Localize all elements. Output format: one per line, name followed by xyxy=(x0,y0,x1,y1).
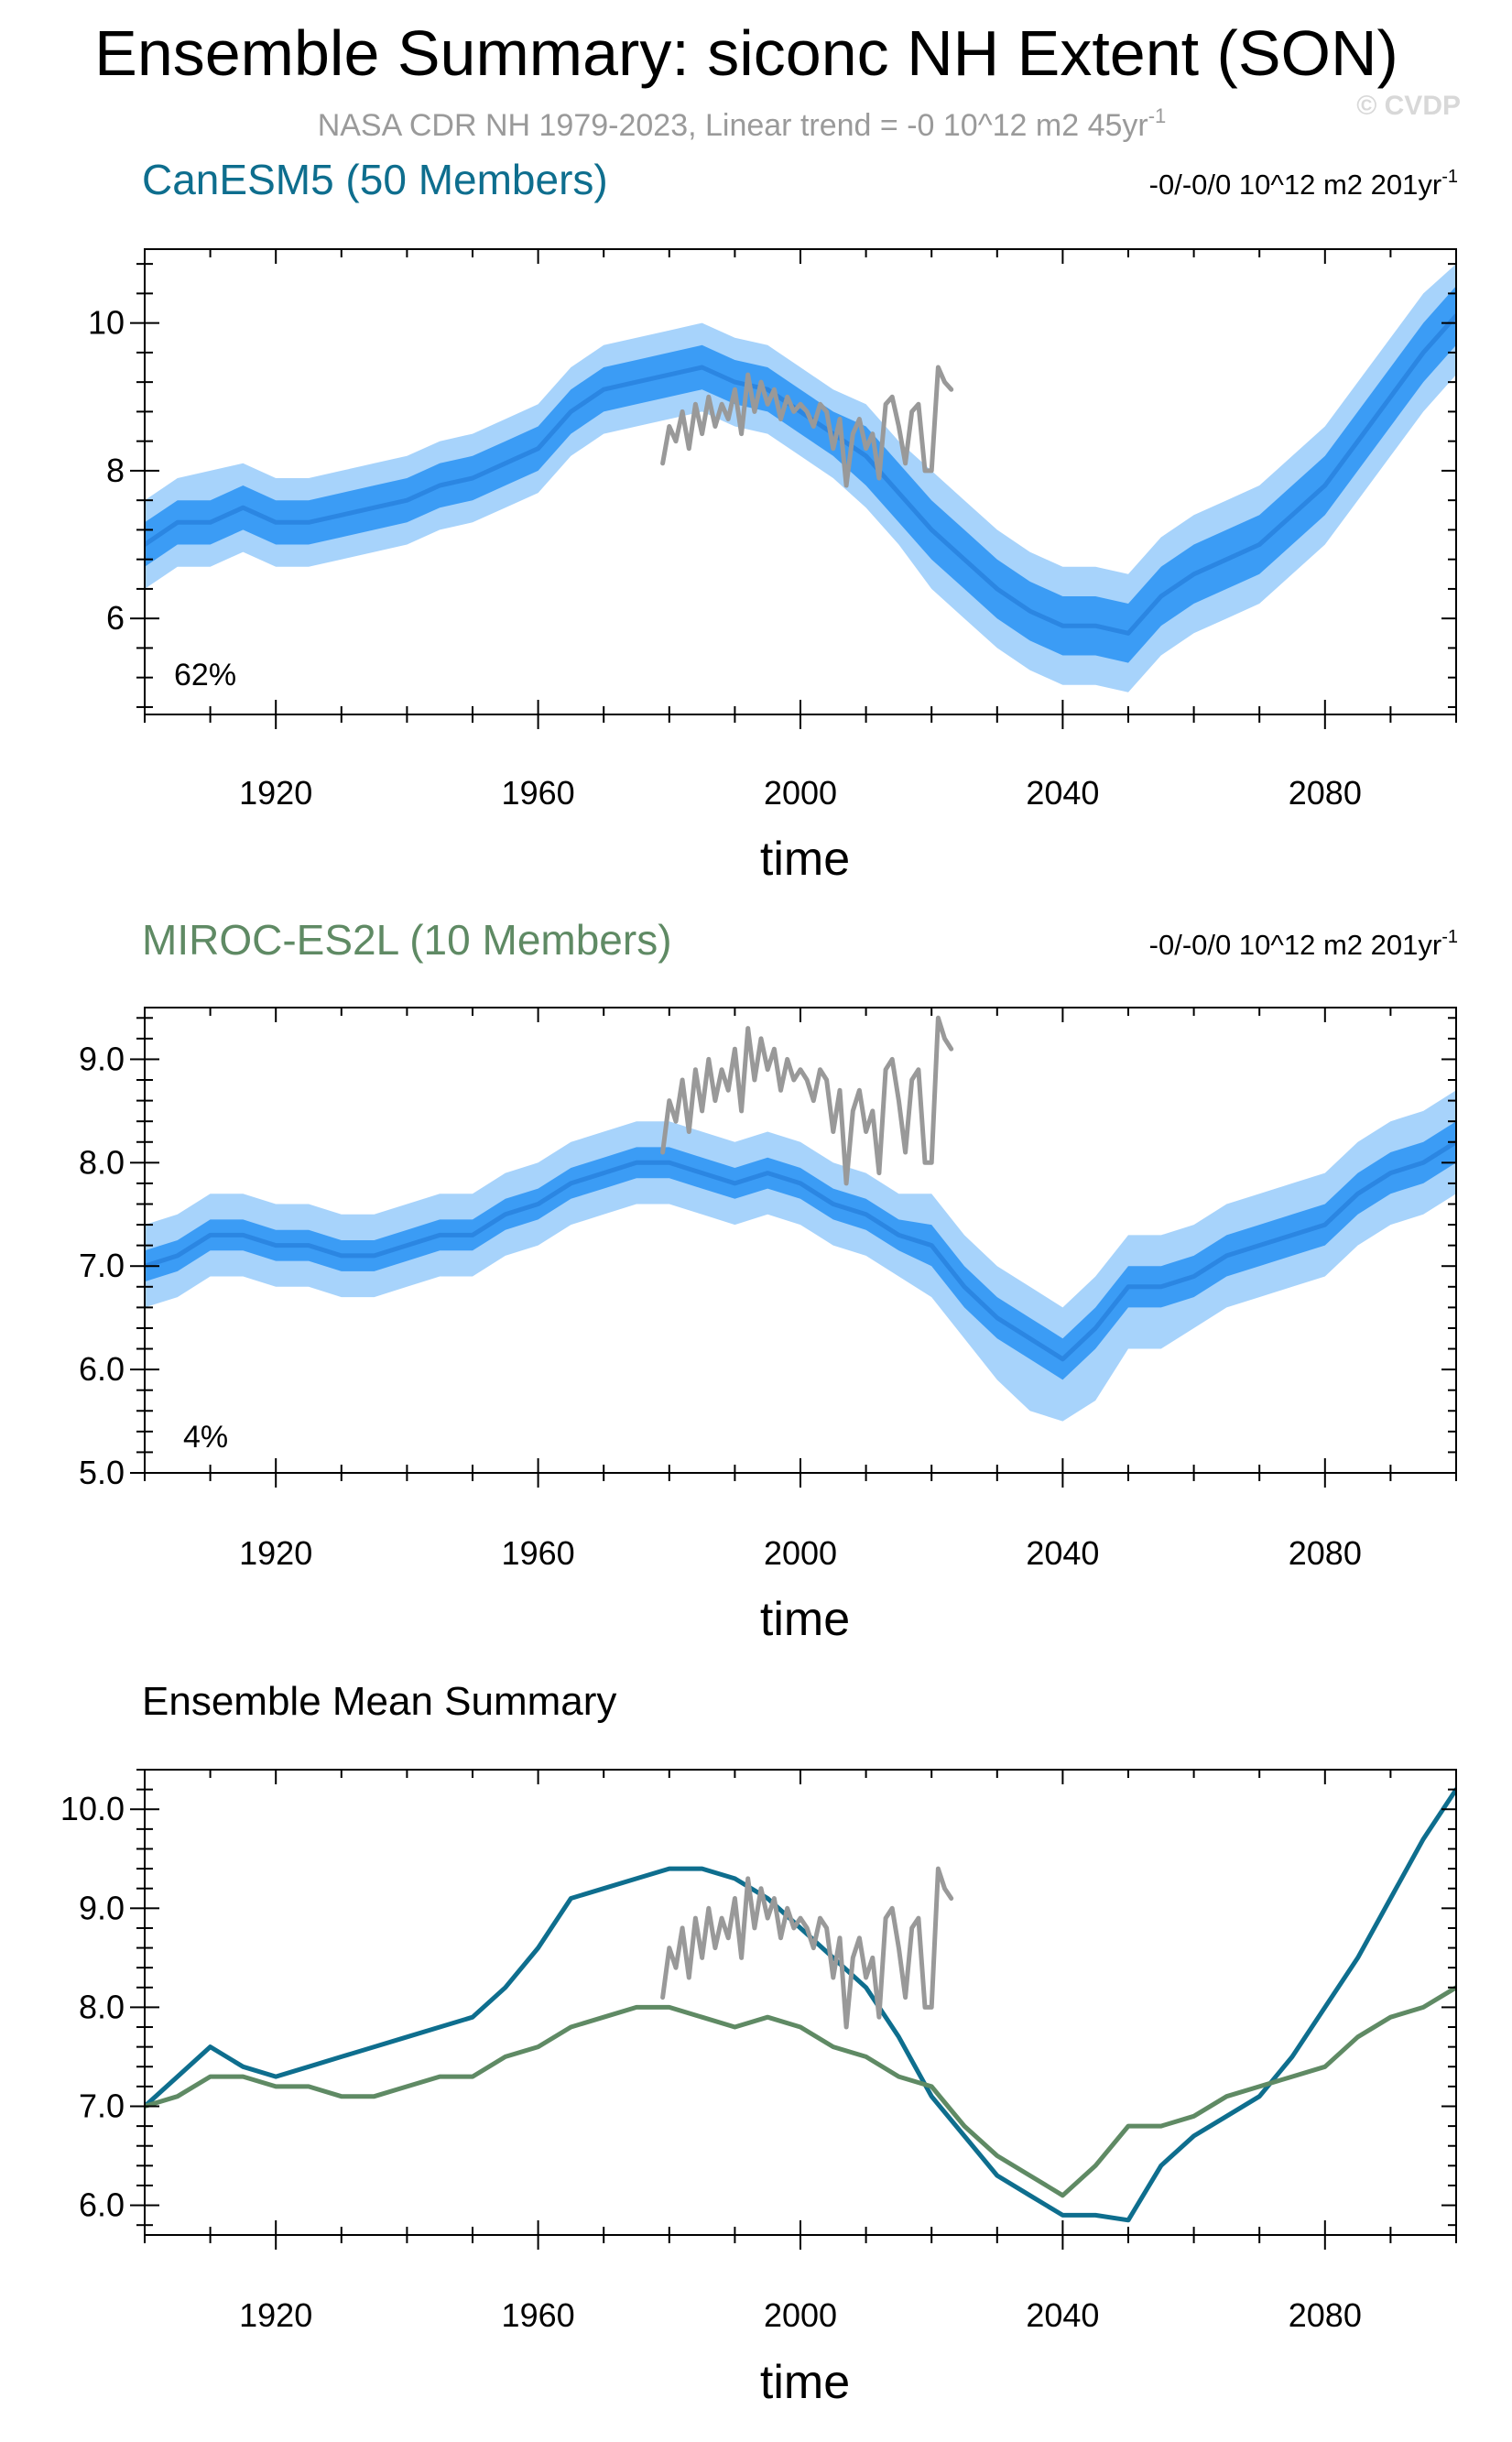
spread-band-outer xyxy=(145,264,1456,692)
x-tick-label: 1960 xyxy=(502,774,575,812)
chart-panel-1: CanESM5 (50 Members) -0/-0/0 10^12 m2 201… xyxy=(88,156,1458,886)
spread-band-outer xyxy=(145,1090,1456,1422)
panel-trend-text: -0/-0/0 10^12 m2 201yr-1 xyxy=(1149,927,1458,961)
x-tick-label: 2040 xyxy=(1026,1534,1099,1572)
plot-area xyxy=(145,1015,1456,1422)
y-tick-label: 8.0 xyxy=(79,1988,125,2025)
x-axis-label: time xyxy=(760,1593,850,1646)
watermark: © CVDP xyxy=(1356,91,1461,121)
y-tick-label: 7.0 xyxy=(79,1247,125,1284)
miroc-mean-line xyxy=(145,1985,1456,2198)
y-tick-label: 8.0 xyxy=(79,1143,125,1181)
panel-title: CanESM5 (50 Members) xyxy=(142,156,608,203)
x-tick-label: 2000 xyxy=(764,1534,837,1572)
panel-title: Ensemble Mean Summary xyxy=(142,1679,616,1724)
y-tick-label: 6 xyxy=(106,599,125,637)
chart-panel-3: Ensemble Mean Summary 1920 1960 2000 2040 208… xyxy=(60,1679,1457,2409)
panel-title: MIROC-ES2L (10 Members) xyxy=(142,916,672,964)
x-tick-label: 2080 xyxy=(1289,1534,1362,1572)
figure-title: Ensemble Summary: siconc NH Extent (SON) xyxy=(94,17,1398,89)
figure-subtitle-sup: -1 xyxy=(1148,104,1167,127)
trend-sup: -1 xyxy=(1441,927,1458,947)
x-tick-label: 2040 xyxy=(1026,774,1099,812)
x-tick-label: 1920 xyxy=(239,2296,312,2334)
y-tick-label: 6.0 xyxy=(79,1350,125,1388)
y-tick-label: 5.0 xyxy=(79,1454,125,1491)
x-axis-label: time xyxy=(760,833,850,886)
observations-line xyxy=(660,365,954,488)
y-tick-label: 10.0 xyxy=(60,1790,125,1827)
plot-area xyxy=(145,264,1456,692)
canesm-mean-line xyxy=(145,1787,1456,2223)
trend-value: -0/-0/0 10^12 m2 201yr xyxy=(1149,169,1442,201)
ensemble-mean-line xyxy=(145,313,1456,636)
x-tick-label: 1960 xyxy=(502,2296,575,2334)
y-tick-label: 9.0 xyxy=(79,1040,125,1077)
plot-frame xyxy=(144,1769,1457,2236)
x-tick-label: 2040 xyxy=(1026,2296,1099,2334)
trend-sup: -1 xyxy=(1441,167,1458,187)
x-tick-label: 2000 xyxy=(764,2296,837,2334)
figure-subtitle: NASA CDR NH 1979-2023, Linear trend = -0… xyxy=(318,104,1167,143)
percent-label: 62% xyxy=(174,658,236,692)
panel-trend-text: -0/-0/0 10^12 m2 201yr-1 xyxy=(1149,167,1458,201)
trend-value: -0/-0/0 10^12 m2 201yr xyxy=(1149,929,1442,961)
x-tick-label: 1920 xyxy=(239,774,312,812)
figure-subtitle-text: NASA CDR NH 1979-2023, Linear trend = -0… xyxy=(318,108,1148,143)
y-tick-label: 10 xyxy=(88,304,125,342)
observations-line xyxy=(660,1015,954,1186)
x-axis-label: time xyxy=(760,2356,850,2409)
y-tick-label: 6.0 xyxy=(79,2186,125,2224)
x-tick-label: 2000 xyxy=(764,774,837,812)
chart-panel-2: MIROC-ES2L (10 Members) -0/-0/0 10^12 m2 … xyxy=(79,916,1458,1646)
y-tick-label: 8 xyxy=(106,452,125,489)
percent-label: 4% xyxy=(183,1420,228,1455)
x-tick-label: 2080 xyxy=(1289,774,1362,812)
y-tick-label: 7.0 xyxy=(79,2087,125,2124)
x-tick-label: 2080 xyxy=(1289,2296,1362,2334)
panels-group: CanESM5 (50 Members) -0/-0/0 10^12 m2 201… xyxy=(60,156,1458,2409)
x-tick-label: 1960 xyxy=(502,1534,575,1572)
spread-band-inner xyxy=(145,1121,1456,1380)
plot-area xyxy=(145,1787,1456,2223)
x-tick-label: 1920 xyxy=(239,1534,312,1572)
ensemble-mean-line xyxy=(145,1139,1456,1362)
observations-line xyxy=(660,1866,954,2030)
y-tick-label: 9.0 xyxy=(79,1889,125,1926)
